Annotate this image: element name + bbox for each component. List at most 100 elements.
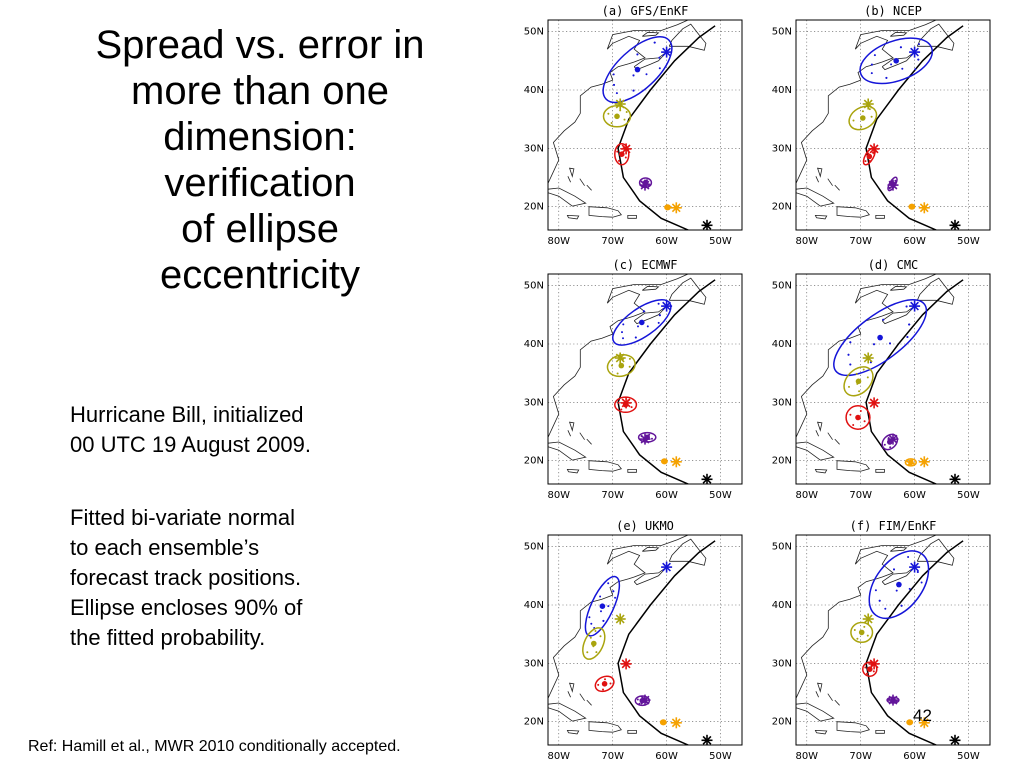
ensemble-mean-dot — [601, 681, 608, 687]
ensemble-member-dot — [900, 604, 903, 607]
coastline — [668, 23, 707, 51]
island-outline — [815, 691, 819, 698]
coastline — [916, 23, 955, 51]
lon-tick-label: 60W — [903, 236, 926, 247]
ensemble-member-dot — [616, 150, 619, 153]
ensemble-member-dot — [607, 582, 610, 585]
ensemble-member-dot — [893, 568, 895, 571]
lon-tick-label: 70W — [849, 236, 872, 247]
ensemble-member-dot — [870, 115, 873, 118]
ensemble-member-dot — [916, 571, 919, 573]
observed-position-marker — [918, 717, 930, 729]
ensemble-mean-dot — [599, 603, 606, 609]
ensemble-member-dot — [607, 112, 610, 115]
uncertainty-ellipse — [845, 405, 871, 430]
island-outline — [875, 215, 885, 219]
lon-tick-label: 80W — [795, 751, 818, 762]
uncertainty-ellipse — [843, 366, 874, 397]
ensemble-member-dot — [625, 111, 628, 113]
title-line: Spread vs. error in — [95, 23, 425, 67]
ensemble-member-dot — [905, 305, 908, 308]
map-frame — [547, 534, 743, 746]
island-outline — [836, 721, 870, 733]
lon-tick-label: 50W — [957, 490, 980, 501]
uncertainty-ellipse — [859, 37, 934, 85]
uncertainty-ellipse — [833, 299, 928, 377]
ensemble-mean-dot — [639, 319, 645, 326]
map-panel: (d) CMC 50N 40N 30N 20N 80W 70W 60W 50W — [756, 254, 1012, 514]
observed-position-marker — [909, 561, 921, 573]
ensemble-member-dot — [847, 353, 850, 356]
lat-tick-label: 20N — [772, 717, 792, 728]
coastline — [916, 538, 955, 566]
island-outline — [817, 682, 823, 693]
ensemble-member-dot — [653, 41, 656, 44]
ensemble-member-dot — [895, 589, 898, 592]
observed-position-marker — [620, 143, 632, 155]
ensemble-member-dot — [908, 587, 911, 590]
ensemble-mean-dot — [877, 334, 883, 341]
map-frame — [795, 19, 991, 231]
ensemble-member-dot — [863, 625, 866, 628]
panel-title: (b) NCEP — [864, 4, 922, 18]
ensemble-member-dot — [612, 590, 615, 593]
ensemble-member-dot — [866, 376, 869, 379]
coastline — [890, 285, 908, 291]
ensemble-member-dot — [638, 702, 641, 705]
lon-tick-label: 60W — [655, 490, 678, 501]
lon-tick-label: 50W — [957, 751, 980, 762]
ensemble-member-dot — [864, 666, 867, 669]
island-outline — [566, 214, 580, 220]
lon-tick-label: 60W — [655, 751, 678, 762]
ensemble-member-dot — [890, 63, 893, 66]
coastline — [796, 535, 937, 699]
ensemble-member-dot — [600, 610, 602, 613]
observed-position-marker — [949, 219, 961, 230]
uncertainty-ellipse — [584, 575, 621, 637]
observed-position-marker — [862, 613, 874, 625]
ensemble-member-dot — [618, 159, 620, 162]
lat-tick-label: 50N — [772, 281, 792, 292]
ensemble-member-dot — [849, 363, 852, 366]
observed-position-marker — [639, 179, 651, 191]
observed-position-marker — [661, 561, 673, 573]
method-line: Fitted bi-variate normal — [70, 505, 295, 530]
lon-tick-label: 50W — [957, 236, 980, 247]
ensemble-member-dot — [849, 413, 852, 416]
island-outline — [548, 441, 587, 461]
coastline — [668, 538, 707, 566]
ensemble-member-dot — [658, 314, 661, 317]
island-outline — [588, 721, 622, 733]
lon-tick-label: 70W — [601, 490, 624, 501]
lon-tick-label: 70W — [849, 751, 872, 762]
ensemble-member-dot — [907, 556, 910, 558]
title-line: of ellipse — [181, 207, 339, 251]
observed-position-marker — [868, 658, 880, 670]
coastline — [642, 31, 660, 37]
lon-tick-label: 60W — [655, 236, 678, 247]
ensemble-member-dot — [914, 68, 917, 71]
map-frame — [795, 273, 991, 485]
lat-tick-label: 20N — [524, 717, 544, 728]
map-frame — [547, 273, 743, 485]
ensemble-member-dot — [858, 390, 861, 393]
map-panel: (a) GFS/EnKF 50N 40N 30N 20N 80W 70W 60W 50W — [508, 0, 764, 260]
ensemble-member-dot — [632, 74, 635, 77]
track-map: (e) UKMO 50N 40N 30N 20N 80W 70W 60W 50W — [524, 519, 743, 762]
observed-position-marker — [620, 658, 632, 670]
lat-tick-label: 30N — [772, 658, 792, 669]
ensemble-member-dot — [852, 424, 855, 426]
uncertainty-ellipse — [868, 550, 930, 619]
ensemble-member-dot — [610, 122, 613, 124]
island-outline — [579, 432, 585, 440]
lon-tick-label: 80W — [547, 490, 570, 501]
lon-tick-label: 80W — [547, 236, 570, 247]
lon-tick-label: 70W — [601, 236, 624, 247]
island-outline — [569, 167, 575, 178]
map-content — [796, 274, 990, 484]
lon-tick-label: 60W — [903, 751, 926, 762]
island-outline — [567, 176, 571, 183]
island-outline — [627, 215, 637, 219]
coastline — [633, 566, 667, 586]
ensemble-member-dot — [634, 336, 637, 339]
